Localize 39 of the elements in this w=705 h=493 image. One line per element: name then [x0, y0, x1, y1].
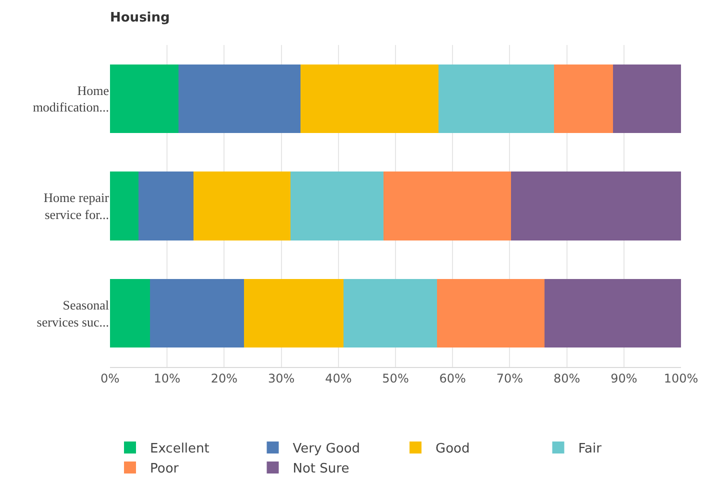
- legend-label: Very Good: [292, 442, 360, 457]
- legend-label: Fair: [578, 442, 602, 457]
- x-tick-label: 40%: [325, 371, 352, 386]
- bar: [544, 278, 681, 348]
- bar: [300, 64, 438, 134]
- bar: [510, 172, 681, 240]
- bar: [110, 278, 150, 348]
- x-tick-label: 0%: [100, 371, 120, 386]
- chart-title: Housing: [110, 10, 170, 26]
- bar: [344, 278, 438, 348]
- x-tick-label: 10%: [154, 371, 180, 386]
- legend-label: Poor: [150, 462, 180, 477]
- legend-label: Excellent: [150, 442, 210, 457]
- bar: [110, 64, 179, 134]
- bar: [150, 278, 244, 348]
- x-tick-label: 70%: [496, 371, 524, 386]
- y-tick-label: Home modification...: [32, 82, 110, 115]
- bar: [110, 172, 139, 240]
- bar: [384, 172, 511, 240]
- y-tick-label: Seasonal services suc...: [36, 297, 110, 330]
- bar: [613, 64, 681, 134]
- bar: [438, 64, 554, 134]
- bar: [437, 278, 545, 348]
- x-tick-label: 90%: [610, 371, 638, 386]
- bar: [244, 278, 344, 348]
- bar: [178, 64, 301, 134]
- x-tick-label: 100%: [664, 371, 698, 386]
- bar: [193, 172, 290, 240]
- y-tick-label: Home repair service for...: [44, 190, 110, 222]
- bar: [554, 64, 614, 134]
- x-tick-label: 80%: [553, 371, 580, 386]
- bar: [290, 172, 384, 240]
- x-tick-label: 50%: [382, 371, 409, 386]
- x-tick-label: 20%: [210, 371, 238, 386]
- x-tick-label: 60%: [439, 371, 466, 386]
- bar: [138, 172, 194, 240]
- legend-label: Good: [436, 442, 470, 457]
- legend-label: Not Sure: [292, 462, 350, 477]
- x-tick-label: 30%: [268, 371, 295, 386]
